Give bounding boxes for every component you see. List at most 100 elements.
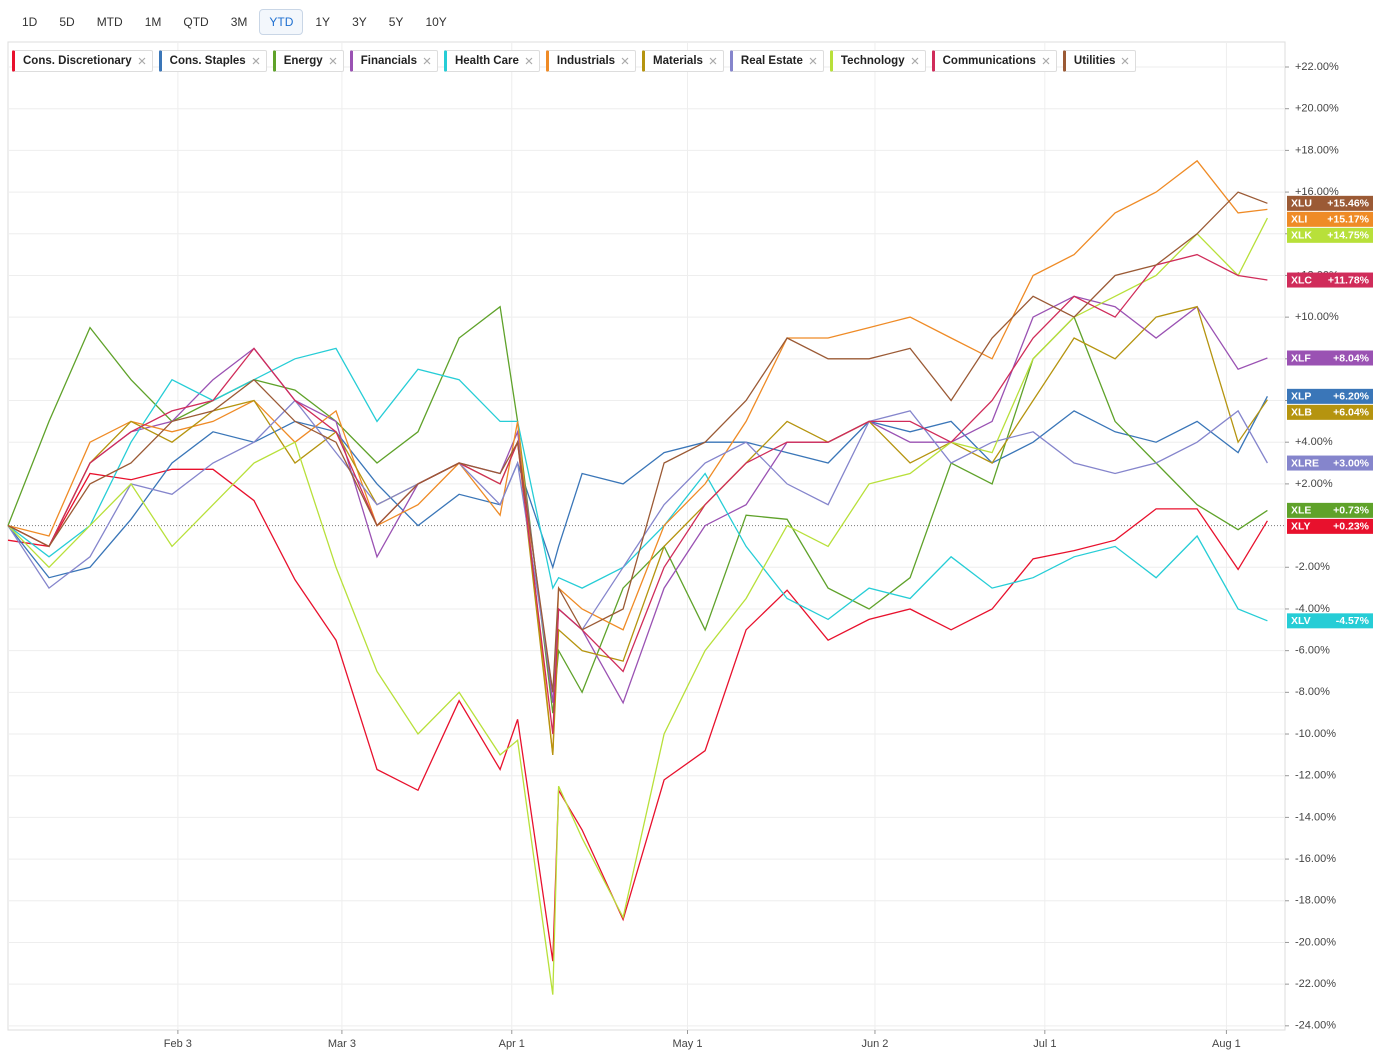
remove-cross <box>1122 57 1129 65</box>
end-badge <box>1287 227 1373 243</box>
range-button[interactable]: 5Y <box>388 15 404 29</box>
legend-chip[interactable]: Technology <box>829 50 926 72</box>
series-line <box>7 253 1268 735</box>
end-value: +15.17% <box>1327 214 1369 226</box>
end-value: +14.75% <box>1327 230 1369 242</box>
legend-label: Health Care <box>454 55 519 67</box>
y-tick-label: -2.00% <box>1295 561 1330 573</box>
remove-cross <box>329 57 337 65</box>
end-ticker: XLC <box>1291 274 1312 286</box>
y-tick-label: +2.00% <box>1295 478 1333 490</box>
remove-icon[interactable] <box>423 57 431 65</box>
end-badge <box>1287 502 1373 518</box>
end-ticker: XLF <box>1291 352 1311 364</box>
y-tick-label: +10.00% <box>1295 311 1339 323</box>
legend-chip[interactable]: Health Care <box>443 50 540 72</box>
range-button[interactable]: 1M <box>144 15 162 29</box>
remove-icon[interactable] <box>911 57 919 65</box>
legend-chip[interactable]: Materials <box>642 50 724 72</box>
end-value: +3.00% <box>1333 457 1370 469</box>
remove-icon[interactable] <box>525 57 533 65</box>
series-line <box>7 217 1268 995</box>
series-line <box>7 395 1268 579</box>
legend-label: Energy <box>283 55 323 67</box>
legend-chip[interactable]: Financials <box>349 50 438 72</box>
legend-label: Cons. Discretionary <box>23 55 132 67</box>
legend-label: Cons. Staples <box>169 55 246 67</box>
range-bar: 1D 5D MTD 1M QTD 3M YTD 1Y 3Y 5Y 10Y <box>12 9 457 35</box>
plot-frame <box>7 41 1286 1031</box>
remove-icon[interactable] <box>1042 57 1050 65</box>
remove-icon[interactable] <box>1121 57 1129 65</box>
end-badge <box>1287 350 1373 366</box>
legend-chip[interactable]: Cons. Staples <box>158 50 267 72</box>
end-ticker: XLU <box>1291 198 1312 210</box>
remove-cross <box>252 57 260 65</box>
legend-chip[interactable]: Industrials <box>545 50 637 72</box>
remove-icon[interactable] <box>252 57 260 65</box>
y-tick-label: -22.00% <box>1295 978 1336 990</box>
range-button[interactable]: MTD <box>96 15 123 29</box>
legend-chip[interactable]: Energy <box>272 50 344 72</box>
range-button[interactable]: 1Y <box>315 15 331 29</box>
legend-chip[interactable]: Communications <box>931 50 1057 72</box>
x-tick-label: Jul 1 <box>1033 1038 1056 1050</box>
legend-label: Utilities <box>1073 55 1116 67</box>
range-button[interactable]: 10Y <box>425 15 447 29</box>
end-badge <box>1287 272 1373 288</box>
end-badge <box>1287 404 1373 420</box>
remove-cross <box>709 57 717 65</box>
remove-cross <box>138 57 146 65</box>
legend-chip[interactable]: Cons. Discretionary <box>12 50 153 72</box>
end-ticker: XLRE <box>1291 457 1319 469</box>
end-value: +6.04% <box>1333 407 1370 419</box>
end-badge <box>1287 518 1373 534</box>
end-value: +11.78% <box>1328 274 1370 286</box>
y-tick-label: -24.00% <box>1295 1020 1336 1032</box>
end-value: -4.57% <box>1336 615 1370 627</box>
end-ticker: XLK <box>1291 230 1312 242</box>
y-tick-label: +22.00% <box>1295 61 1339 73</box>
series-line <box>7 399 1268 693</box>
end-badge <box>1287 211 1373 227</box>
y-tick-label: -10.00% <box>1295 728 1336 740</box>
remove-icon[interactable] <box>709 57 717 65</box>
end-value: +0.73% <box>1333 505 1370 517</box>
range-button[interactable]: 1D <box>22 15 38 29</box>
legend-chip[interactable]: Utilities <box>1062 50 1137 72</box>
end-ticker: XLB <box>1291 407 1312 419</box>
series-line <box>7 305 1268 714</box>
legend-chip[interactable]: Real Estate <box>729 50 824 72</box>
range-button[interactable]: 3Y <box>352 15 367 29</box>
x-tick-label: Feb 3 <box>164 1038 192 1050</box>
remove-icon[interactable] <box>329 57 337 65</box>
end-badge <box>1287 455 1373 471</box>
series-line <box>7 191 1268 693</box>
legend-label: Materials <box>653 55 703 67</box>
remove-cross <box>525 57 533 65</box>
range-button[interactable]: 5D <box>59 15 75 29</box>
y-tick-label: -12.00% <box>1295 770 1336 782</box>
range-button[interactable]: 3M <box>230 15 248 29</box>
x-tick-label: May 1 <box>673 1038 703 1050</box>
end-value: +0.23% <box>1333 521 1370 533</box>
legend-label: Financials <box>360 55 417 67</box>
series-line <box>7 347 1268 622</box>
end-badge <box>1287 388 1373 404</box>
range-button[interactable]: YTD <box>259 9 304 35</box>
remove-icon[interactable] <box>138 57 146 65</box>
remove-cross <box>809 57 817 65</box>
series-line <box>7 295 1268 705</box>
series-line <box>7 468 1268 962</box>
end-ticker: XLY <box>1291 521 1310 533</box>
end-ticker: XLI <box>1291 214 1307 226</box>
end-ticker: XLV <box>1291 615 1311 627</box>
remove-cross <box>1042 57 1050 65</box>
remove-icon[interactable] <box>621 57 629 65</box>
legend-label: Real Estate <box>740 55 803 67</box>
range-button[interactable]: QTD <box>183 15 209 29</box>
end-badge <box>1287 613 1373 629</box>
remove-icon[interactable] <box>809 57 817 65</box>
